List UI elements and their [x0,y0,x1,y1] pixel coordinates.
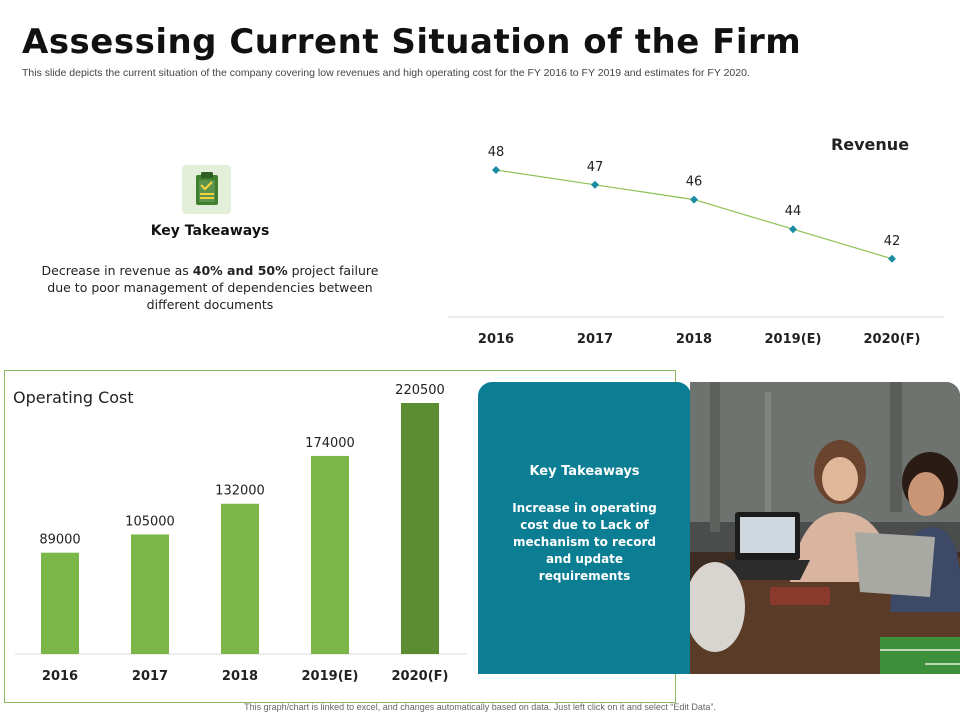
revenue-data-label: 47 [587,160,604,175]
page-title: Assessing Current Situation of the Firm [22,22,802,62]
opcost-data-label: 132000 [215,484,265,499]
operating-cost-panel: Operating Cost 89000 2016 105000 2017 132000… [4,370,676,703]
revenue-data-label: 48 [488,145,505,160]
team-meeting-photo [690,382,960,674]
opcost-data-label: 174000 [305,436,355,451]
opcost-bar [311,455,349,654]
right-takeaway-text: Increase in operating cost due to Lack o… [512,501,657,583]
opcost-tick-label: 2017 [132,669,168,684]
opcost-data-label: 220500 [395,383,445,398]
revenue-tick-label: 2017 [577,332,613,347]
revenue-data-label: 46 [686,175,703,190]
left-takeaway-heading: Key Takeaways [150,223,270,239]
right-takeaway-card: Key Takeaways Increase in operating cost… [478,382,691,674]
left-takeaway-bold-2: 50% [257,263,288,278]
opcost-bar [221,503,259,654]
revenue-point [492,166,500,174]
clipboard-check-icon [182,165,231,214]
opcost-bar [401,403,439,654]
opcost-data-label: 89000 [39,533,80,548]
left-takeaway-text: Decrease in revenue as 40% and 50% proje… [40,262,380,313]
revenue-tick-label: 2016 [478,332,514,347]
opcost-tick-label: 2019(E) [302,669,359,684]
opcost-data-label: 105000 [125,514,175,529]
opcost-bar [131,534,169,654]
revenue-point [591,180,599,189]
revenue-tick-label: 2018 [676,332,712,347]
revenue-data-label: 42 [884,234,901,249]
page-subtitle: This slide depicts the current situation… [22,67,750,79]
left-takeaway-bold-1: 40% [192,263,223,278]
left-takeaway-prefix: Decrease in revenue as [41,263,193,278]
revenue-point [690,195,698,204]
revenue-point [789,225,797,234]
revenue-line-chart: Revenue 48 2016 47 2017 46 2018 44 2019(E) 42 202… [448,135,944,347]
revenue-tick-label: 2019(E) [765,332,822,347]
opcost-bar [41,552,79,654]
revenue-chart-title: Revenue [831,135,909,154]
opcost-tick-label: 2018 [222,669,258,684]
left-takeaway-and: and [222,263,258,278]
opcost-tick-label: 2020(F) [392,669,449,684]
revenue-point [888,254,896,263]
left-takeaway-suffix: project failure due to poor management o… [47,263,379,312]
revenue-data-label: 44 [785,204,802,219]
operating-cost-bar-chart: Operating Cost 89000 2016 105000 2017 132000… [13,383,467,684]
right-takeaway-heading: Key Takeaways [529,464,640,479]
revenue-tick-label: 2020(F) [864,332,921,347]
opcost-chart-title: Operating Cost [13,388,134,407]
footer-note: This graph/chart is linked to excel, and… [244,702,716,712]
opcost-tick-label: 2016 [42,669,78,684]
